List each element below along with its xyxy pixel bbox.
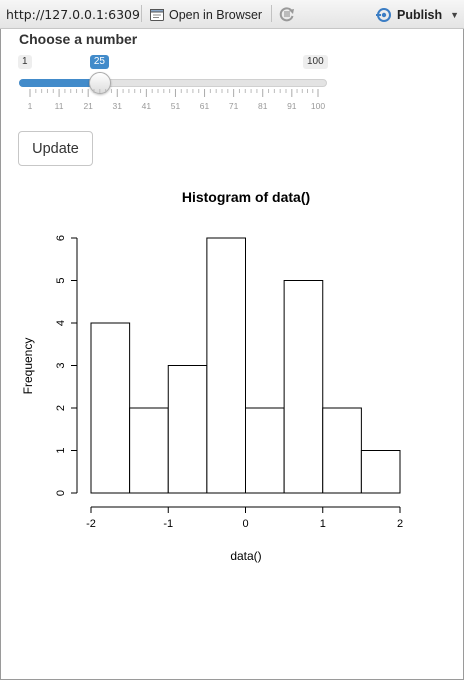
histogram-bar bbox=[283, 280, 324, 494]
refresh-icon[interactable] bbox=[278, 5, 296, 23]
publish-label: Publish bbox=[397, 8, 443, 22]
histogram-plot: Histogram of data() data() Frequency -2-… bbox=[21, 189, 403, 563]
open-in-browser-label: Open in Browser bbox=[169, 7, 263, 22]
slider-tick-label: 61 bbox=[199, 101, 210, 111]
y-axis-label: Frequency bbox=[21, 338, 35, 395]
histogram-bar bbox=[206, 237, 246, 494]
chevron-down-icon[interactable]: ▼ bbox=[450, 10, 460, 20]
y-tick-label: 2 bbox=[55, 405, 67, 411]
slider-value-badge: 25 bbox=[89, 55, 109, 69]
slider-fill bbox=[19, 79, 100, 87]
x-axis-label: data() bbox=[230, 549, 261, 563]
x-tick-label: 2 bbox=[397, 518, 403, 530]
slider-label: Choose a number bbox=[19, 31, 138, 47]
slider-tick-label: 31 bbox=[112, 101, 122, 111]
y-tick-label: 4 bbox=[55, 320, 67, 326]
slider-tick-label: 91 bbox=[287, 101, 297, 111]
x-tick-label: -1 bbox=[163, 518, 173, 530]
histogram-bar bbox=[90, 322, 131, 494]
histogram-bar bbox=[360, 450, 401, 494]
y-tick-label: 5 bbox=[55, 277, 67, 283]
publish-icon bbox=[376, 8, 391, 22]
chart-title: Histogram of data() bbox=[182, 189, 310, 205]
update-button[interactable]: Update bbox=[18, 131, 93, 166]
url-text: http://127.0.0.1:6309 bbox=[6, 7, 140, 22]
browser-window-icon bbox=[150, 8, 164, 21]
slider-tick-label: 81 bbox=[257, 101, 268, 111]
y-tick-label: 0 bbox=[55, 490, 67, 496]
slider-handle[interactable] bbox=[88, 72, 111, 94]
publish-button[interactable]: Publish ▼ bbox=[376, 6, 459, 24]
x-axis: -2 -1 0 1 2 bbox=[86, 506, 403, 530]
slider-tick-label: 51 bbox=[170, 101, 181, 111]
slider-tick-label: 71 bbox=[228, 101, 239, 111]
toolbar-divider bbox=[141, 5, 142, 22]
x-tick-label: 0 bbox=[242, 518, 248, 530]
slider-ticks bbox=[29, 89, 319, 97]
histogram-bar bbox=[167, 365, 208, 494]
slider-min-badge: 1 bbox=[18, 55, 32, 69]
open-in-browser-button[interactable]: Open in Browser bbox=[150, 5, 262, 24]
histogram-bar bbox=[129, 407, 169, 494]
slider-tick-label: 21 bbox=[83, 101, 93, 111]
slider-max-badge: 100 bbox=[303, 55, 328, 69]
histogram-bars bbox=[90, 237, 401, 494]
slider-tick-label: 11 bbox=[54, 101, 64, 111]
viewer-toolbar: http://127.0.0.1:6309 Open in Browser Pu… bbox=[0, 0, 464, 29]
y-tick-label: 6 bbox=[55, 235, 67, 241]
y-axis: 0 1 2 3 4 5 6 bbox=[55, 235, 78, 496]
x-tick-label: -2 bbox=[86, 518, 96, 530]
slider-tick-label: 1 bbox=[27, 101, 33, 111]
x-tick-label: 1 bbox=[320, 518, 326, 530]
slider-tick-label: 100 bbox=[310, 101, 326, 111]
histogram-bar bbox=[322, 407, 362, 494]
slider-tick-label: 41 bbox=[141, 101, 152, 111]
toolbar-divider bbox=[271, 5, 272, 22]
y-tick-label: 1 bbox=[55, 447, 67, 453]
histogram-bar bbox=[245, 407, 285, 494]
y-tick-label: 3 bbox=[55, 362, 67, 368]
